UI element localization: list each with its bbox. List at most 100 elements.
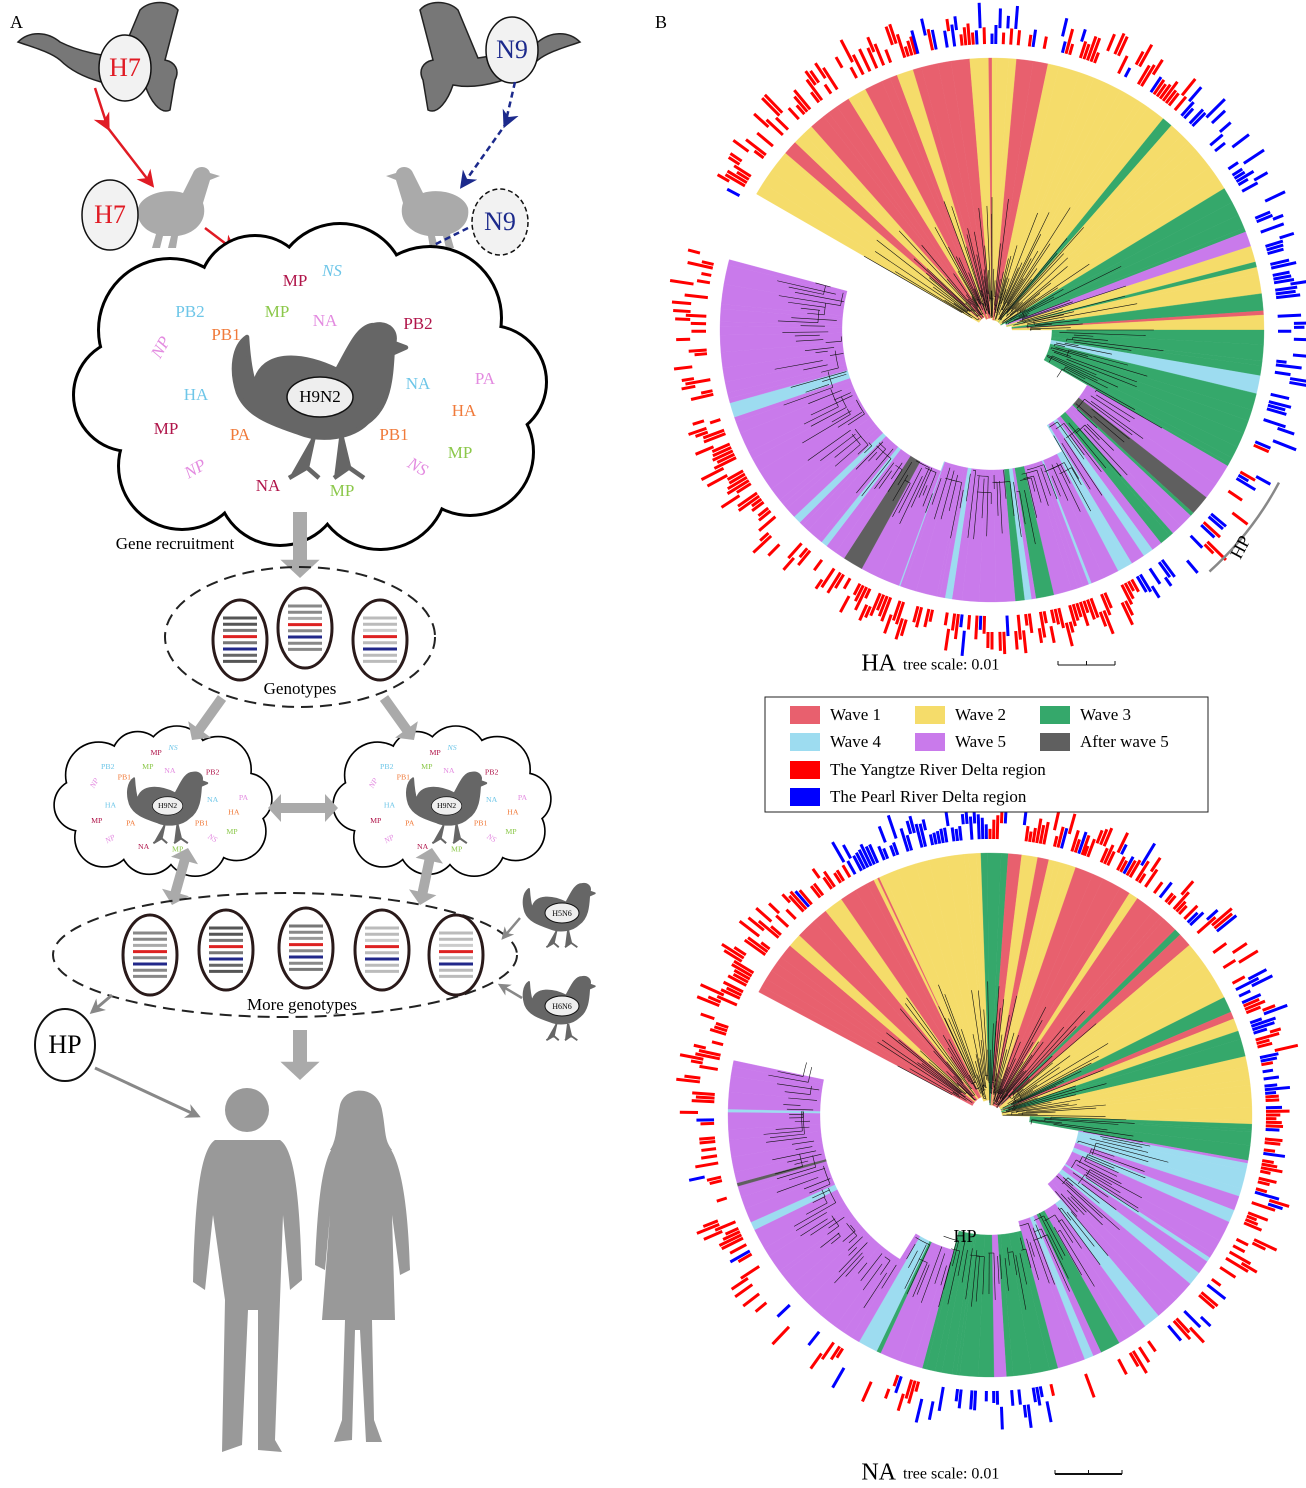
region-bar <box>695 1163 718 1167</box>
region-bar <box>1270 1029 1281 1032</box>
region-bar <box>982 818 983 839</box>
region-bar <box>1215 143 1225 151</box>
region-bar <box>1223 960 1235 968</box>
region-bar <box>701 1014 715 1019</box>
region-bar <box>898 1394 903 1411</box>
region-bar <box>1148 1341 1155 1351</box>
region-bar <box>1278 315 1301 316</box>
figure: A B H7 N9 H7 N9 H9N2MPNSPB2MPNAPB2NPPB1N… <box>0 0 1306 1488</box>
genotype-egg <box>353 600 407 680</box>
region-bar <box>930 834 932 845</box>
region-bar <box>670 280 693 284</box>
gene-label: PA <box>230 425 251 444</box>
region-bar <box>1232 513 1247 525</box>
region-bar <box>1239 991 1250 996</box>
region-bar <box>710 1181 722 1184</box>
region-bar <box>968 23 970 44</box>
legend-label: The Pearl River Delta region <box>830 787 1027 806</box>
region-bar <box>684 1076 700 1078</box>
region-bar <box>1059 608 1064 628</box>
region-bar <box>1255 1192 1279 1199</box>
region-bar <box>875 44 884 65</box>
region-bar <box>1044 37 1046 49</box>
region-bar <box>1191 536 1203 548</box>
region-bar <box>717 1198 727 1201</box>
region-bar <box>1256 1033 1279 1040</box>
region-bar <box>885 615 892 634</box>
region-bar <box>862 1382 871 1402</box>
legend-swatch <box>1040 733 1070 751</box>
region-bar <box>696 1097 715 1098</box>
region-bar <box>702 262 714 265</box>
region-bar <box>1125 68 1130 77</box>
region-bar <box>710 420 720 423</box>
region-bar <box>947 19 949 31</box>
gene-label: HA <box>184 385 209 404</box>
region-bar <box>997 815 998 839</box>
genotype-egg <box>279 908 333 988</box>
region-bar <box>693 421 704 425</box>
region-bar <box>1275 1045 1298 1050</box>
region-bar <box>1190 1328 1204 1343</box>
region-bar <box>916 1399 922 1423</box>
gene-label: MP <box>142 762 154 771</box>
arrow <box>95 88 152 185</box>
region-bar <box>1088 839 1095 857</box>
region-bar <box>1242 183 1257 192</box>
region-bar <box>721 496 739 508</box>
region-bar <box>929 1401 933 1419</box>
region-bar <box>978 814 979 839</box>
legend-label: Wave 2 <box>955 705 1006 724</box>
region-bar <box>1212 111 1225 123</box>
region-bar <box>1051 610 1054 623</box>
gene-label: NA <box>486 795 498 804</box>
gene-label: PB2 <box>403 314 432 333</box>
region-bar <box>692 1101 715 1102</box>
region-bar <box>962 631 964 656</box>
region-bar <box>1276 295 1300 298</box>
region-bar <box>886 50 891 63</box>
region-bar <box>1266 1100 1280 1101</box>
gene-label: PB2 <box>485 768 499 777</box>
step-label: More genotypes <box>247 995 357 1014</box>
region-bar <box>1184 1311 1200 1327</box>
legend-swatch <box>915 733 945 751</box>
region-bar <box>1275 372 1291 374</box>
region-bar <box>700 1141 716 1143</box>
region-bar <box>1040 1386 1042 1397</box>
gene-label: MP <box>448 443 473 462</box>
region-bar <box>1026 614 1027 626</box>
hp-label: HP <box>953 1226 976 1246</box>
region-bar <box>699 1066 717 1069</box>
gene-label: MP <box>429 748 441 757</box>
region-bar <box>727 189 739 196</box>
region-bar <box>1001 1407 1002 1430</box>
region-bar <box>816 580 822 589</box>
gene-label: PA <box>475 369 496 388</box>
branch <box>975 1099 976 1100</box>
region-bar <box>756 1303 767 1312</box>
person <box>225 1088 269 1132</box>
region-bar <box>1019 1389 1021 1404</box>
panel-a: H9N2MPNSPB2MPNAPB2NPPB1NAPAHAHAMPPAPB1MP… <box>53 225 595 1116</box>
gene-label: NA <box>313 311 338 330</box>
region-bar <box>1265 1139 1283 1141</box>
arrow <box>503 918 520 938</box>
gene-label: PB1 <box>195 819 209 828</box>
region-bar <box>811 1353 822 1368</box>
region-bar <box>1029 35 1031 47</box>
region-bar <box>1165 577 1171 586</box>
region-bar <box>840 596 849 612</box>
gene-label: MP <box>265 302 290 321</box>
region-bar <box>1265 1143 1281 1145</box>
region-bar <box>674 367 692 369</box>
duck <box>138 167 220 248</box>
region-bar <box>1033 1388 1035 1403</box>
gene-label: PB1 <box>211 325 240 344</box>
region-bar <box>789 108 799 119</box>
gene-label: NA <box>256 476 281 495</box>
legend-swatch <box>915 706 945 724</box>
region-bar <box>730 1245 746 1254</box>
legend-swatch <box>790 761 820 779</box>
region-bar <box>1044 611 1046 623</box>
